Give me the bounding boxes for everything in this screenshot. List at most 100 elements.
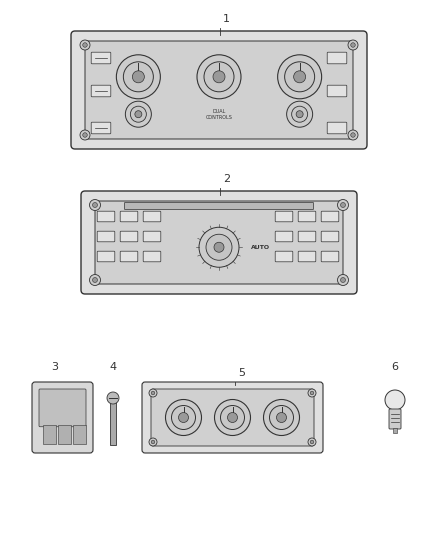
Circle shape (269, 406, 293, 430)
Circle shape (308, 438, 316, 446)
Circle shape (179, 413, 188, 423)
Circle shape (80, 40, 90, 50)
Circle shape (124, 62, 153, 92)
FancyBboxPatch shape (298, 211, 316, 222)
FancyBboxPatch shape (143, 211, 161, 222)
FancyBboxPatch shape (97, 211, 115, 222)
FancyBboxPatch shape (327, 122, 347, 134)
Circle shape (89, 274, 100, 286)
Circle shape (92, 203, 98, 207)
FancyBboxPatch shape (85, 41, 353, 139)
Circle shape (166, 400, 201, 435)
Circle shape (206, 234, 232, 260)
Circle shape (351, 43, 355, 47)
Text: 6: 6 (392, 362, 399, 372)
FancyBboxPatch shape (321, 251, 339, 262)
Text: 2: 2 (223, 174, 230, 184)
FancyBboxPatch shape (39, 389, 86, 427)
Circle shape (80, 130, 90, 140)
FancyBboxPatch shape (327, 85, 347, 97)
Circle shape (107, 392, 119, 404)
FancyBboxPatch shape (389, 409, 401, 429)
FancyBboxPatch shape (321, 231, 339, 242)
Circle shape (278, 55, 321, 99)
Circle shape (338, 199, 349, 211)
Circle shape (308, 389, 316, 397)
Circle shape (348, 130, 358, 140)
Circle shape (83, 133, 87, 138)
FancyBboxPatch shape (32, 382, 93, 453)
Text: 5: 5 (238, 368, 245, 378)
FancyBboxPatch shape (321, 211, 339, 222)
Circle shape (310, 391, 314, 395)
Circle shape (125, 101, 152, 127)
Circle shape (310, 440, 314, 444)
Circle shape (338, 274, 349, 286)
Circle shape (340, 203, 346, 207)
Circle shape (197, 55, 241, 99)
FancyBboxPatch shape (327, 52, 347, 64)
Circle shape (149, 389, 157, 397)
FancyBboxPatch shape (120, 251, 138, 262)
FancyBboxPatch shape (124, 203, 314, 209)
FancyBboxPatch shape (143, 231, 161, 242)
FancyBboxPatch shape (298, 231, 316, 242)
Circle shape (151, 391, 155, 395)
Circle shape (149, 438, 157, 446)
Circle shape (117, 55, 160, 99)
Circle shape (264, 400, 300, 435)
Circle shape (227, 413, 237, 423)
FancyBboxPatch shape (91, 85, 111, 97)
FancyBboxPatch shape (120, 231, 138, 242)
Circle shape (92, 278, 98, 282)
Circle shape (351, 133, 355, 138)
Circle shape (292, 106, 307, 122)
FancyBboxPatch shape (91, 52, 111, 64)
Circle shape (199, 227, 239, 267)
Text: AUTO: AUTO (251, 245, 270, 250)
FancyBboxPatch shape (91, 122, 111, 134)
Circle shape (296, 111, 303, 118)
Bar (58, 425, 71, 443)
FancyBboxPatch shape (298, 251, 316, 262)
FancyBboxPatch shape (97, 251, 115, 262)
FancyBboxPatch shape (275, 251, 293, 262)
FancyBboxPatch shape (275, 231, 293, 242)
Text: 3: 3 (52, 362, 59, 372)
FancyBboxPatch shape (97, 231, 115, 242)
Circle shape (214, 243, 224, 252)
Circle shape (131, 106, 146, 122)
FancyBboxPatch shape (95, 201, 343, 284)
Circle shape (340, 278, 346, 282)
Text: DUAL
CONTROLS: DUAL CONTROLS (205, 109, 233, 119)
FancyBboxPatch shape (275, 211, 293, 222)
Circle shape (151, 440, 155, 444)
Circle shape (348, 40, 358, 50)
FancyBboxPatch shape (143, 251, 161, 262)
Bar (73, 425, 86, 443)
Circle shape (213, 71, 225, 83)
Circle shape (220, 406, 244, 430)
Circle shape (215, 400, 251, 435)
Text: 1: 1 (223, 14, 230, 24)
FancyBboxPatch shape (120, 211, 138, 222)
FancyBboxPatch shape (142, 382, 323, 453)
Circle shape (285, 62, 314, 92)
FancyBboxPatch shape (151, 389, 314, 446)
Bar (43, 425, 56, 443)
Circle shape (276, 413, 286, 423)
Bar (393, 428, 397, 433)
Circle shape (89, 199, 100, 211)
Circle shape (172, 406, 195, 430)
Circle shape (132, 71, 145, 83)
FancyBboxPatch shape (81, 191, 357, 294)
FancyBboxPatch shape (71, 31, 367, 149)
Circle shape (385, 390, 405, 410)
Text: 4: 4 (110, 362, 117, 372)
Bar (110, 400, 116, 445)
Circle shape (204, 62, 234, 92)
Circle shape (293, 71, 306, 83)
Circle shape (83, 43, 87, 47)
Circle shape (286, 101, 313, 127)
Circle shape (135, 111, 142, 118)
